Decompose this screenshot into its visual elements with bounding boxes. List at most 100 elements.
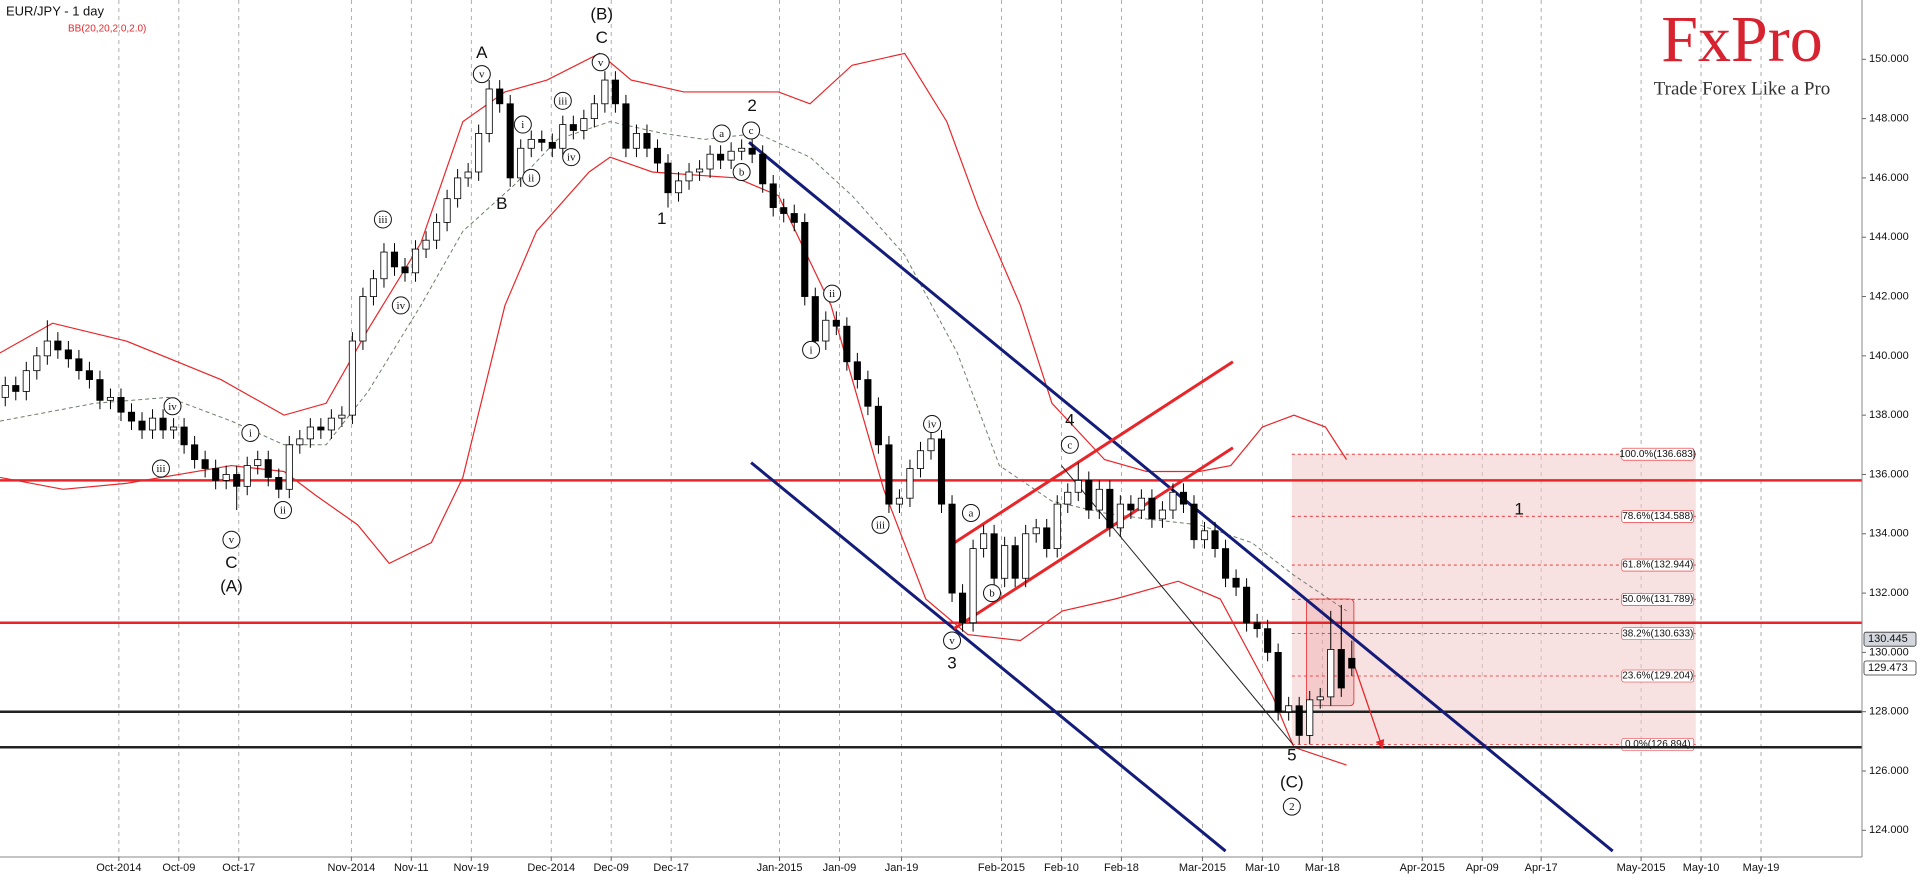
x-tick-label: Feb-10 (1044, 862, 1079, 874)
candle-body (653, 147, 662, 164)
wave-circle (983, 584, 1002, 603)
y-tick-label: 136.000 (1869, 468, 1909, 480)
wave-label: 3 (947, 654, 956, 673)
x-tick-label: Apr-2015 (1400, 862, 1445, 874)
wave-circle (923, 415, 942, 434)
wave-label: v (229, 534, 235, 546)
candle-body (1043, 527, 1051, 549)
candle-body (1264, 628, 1272, 653)
wave-circle (742, 121, 761, 140)
candle-body (159, 417, 167, 431)
trend-line (750, 461, 1227, 853)
wave-circle (273, 501, 292, 520)
candle-body (590, 103, 598, 120)
candle-body (1001, 545, 1009, 579)
candle-body (222, 474, 230, 481)
candle-body (1316, 696, 1324, 701)
x-tick-label: Nov-19 (454, 862, 489, 874)
wave-label: iii (378, 214, 387, 226)
wave-circle (732, 162, 751, 181)
price-tag-label: 130.445 (1868, 633, 1908, 645)
candle-body (296, 438, 304, 446)
y-tick-label: 126.000 (1869, 765, 1909, 777)
candle-body (1032, 527, 1040, 535)
candle-body (454, 177, 462, 200)
candle-body (359, 296, 367, 342)
candle-body (117, 396, 125, 413)
candle-body (811, 296, 819, 342)
candle-body (54, 340, 62, 351)
y-tick-label: 128.000 (1869, 706, 1909, 718)
x-tick-label: Mar-10 (1245, 862, 1280, 874)
wave-label: v (949, 635, 955, 647)
candle-body (822, 319, 830, 342)
candle-body (927, 438, 935, 452)
y-tick-label: 144.000 (1869, 231, 1909, 243)
wave-circle (1282, 797, 1301, 816)
candle-body (96, 379, 104, 401)
candle-body (148, 417, 157, 431)
wave-circle (591, 53, 610, 72)
wave-circle (562, 148, 581, 167)
candle-body (1295, 705, 1303, 736)
wave-label: B (496, 194, 507, 213)
wave-label: C (596, 28, 608, 47)
candle-body (780, 207, 788, 214)
wave-label: iv (168, 401, 177, 413)
candle-body (1200, 530, 1209, 541)
y-tick-label: 140.000 (1869, 350, 1909, 362)
candle-body (674, 180, 683, 194)
candle-body (1022, 533, 1030, 579)
wave-circle (1060, 435, 1079, 454)
price-tag (1863, 631, 1917, 647)
wave-label: a (969, 508, 974, 520)
bollinger-middle (0, 121, 1347, 612)
candle-body (422, 239, 430, 250)
fib-label-box (1621, 627, 1695, 640)
candle-body (64, 349, 72, 360)
candle-body (496, 88, 504, 105)
wave-circle (823, 284, 842, 303)
y-tick-label: 132.000 (1869, 587, 1909, 599)
wave-circle (241, 423, 260, 442)
wave-circle (151, 459, 170, 478)
candle-body (212, 468, 220, 481)
candle-body (937, 438, 946, 505)
candle-body (727, 150, 735, 161)
x-tick-label: May-10 (1683, 862, 1720, 874)
candle-body (1337, 649, 1345, 689)
candle-body (1211, 530, 1219, 549)
x-tick-label: Mar-2015 (1179, 862, 1226, 874)
fib-label: 38.2%(130.633) (1622, 628, 1693, 639)
candle-body (569, 124, 577, 131)
x-tick-label: Dec-17 (653, 862, 688, 874)
candle-body (980, 533, 988, 549)
fib-label-box (1621, 558, 1695, 572)
candle-body (138, 420, 146, 431)
candle-body (1064, 491, 1072, 505)
candle-body (1327, 649, 1335, 698)
candle-body (1011, 545, 1019, 579)
candle-body (1095, 488, 1103, 511)
wave-circle (163, 397, 182, 416)
fib-label-box (1621, 510, 1695, 523)
x-tick-label: Apr-09 (1466, 862, 1499, 874)
bollinger-lower (0, 156, 1347, 766)
candle-body (632, 133, 641, 149)
wave-label: 2 (747, 96, 756, 115)
trend-line (949, 360, 1234, 547)
candle-body (1190, 503, 1198, 541)
candle-body (401, 266, 409, 274)
wave-circle (472, 65, 491, 84)
candle-body (243, 465, 251, 487)
wave-label: 5 (1287, 746, 1296, 765)
wave-label: i (810, 344, 813, 356)
candle-body (1169, 491, 1177, 511)
candle-body (948, 503, 956, 594)
wave-label: C (225, 553, 237, 572)
x-tick-label: Jan-2015 (757, 862, 803, 874)
candle-body (990, 533, 998, 579)
candle-body (885, 444, 893, 505)
